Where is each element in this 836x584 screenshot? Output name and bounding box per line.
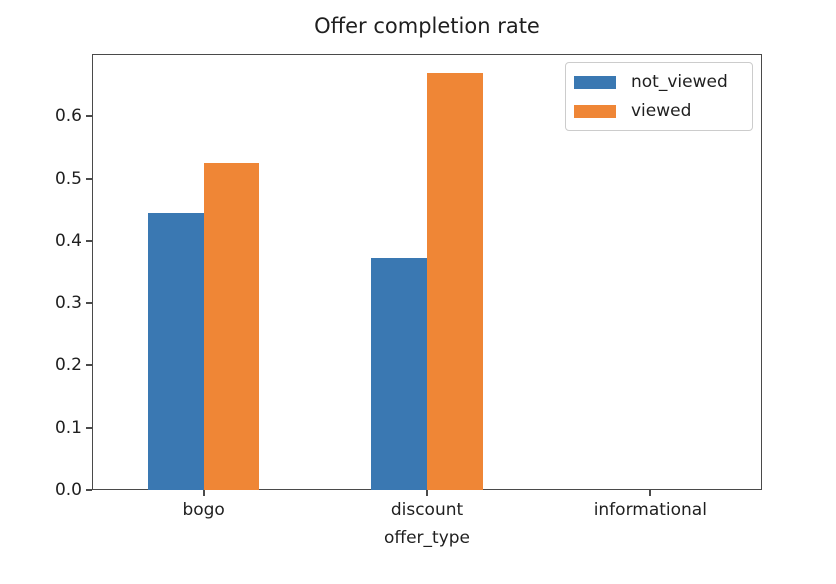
bar-not_viewed-bogo [147,212,204,490]
bar-viewed-discount [427,72,483,490]
y-tick-label: 0.0 [54,480,82,500]
y-tick-mark [86,364,92,367]
y-tick-label: 0.2 [54,355,82,376]
bar-viewed-bogo [203,163,260,490]
y-tick-mark [86,426,92,429]
y-tick-label: 0.3 [54,293,82,314]
y-tick-label: 0.5 [54,168,82,189]
legend-label: viewed [631,101,692,121]
y-tick-mark [86,489,92,491]
y-tick-mark [86,239,92,242]
x-tick-label: informational [593,500,707,520]
legend-swatch-not_viewed [574,75,616,89]
y-tick-label: 0.4 [54,230,82,251]
x-tick-mark [426,490,428,496]
chart-title: Offer completion rate [314,14,540,38]
y-tick-mark [86,177,92,180]
y-tick-mark [86,115,92,118]
legend-label: not_viewed [631,72,728,92]
x-tick-mark [649,490,652,496]
y-tick-label: 0.6 [54,106,82,127]
x-tick-label: bogo [182,500,225,520]
legend-swatch-viewed [574,104,616,118]
legend-item-not_viewed: not_viewed [574,69,744,95]
y-tick-mark [86,302,92,305]
bar-not_viewed-discount [371,257,427,490]
x-axis-label: offer_type [383,528,471,548]
x-tick-label: discount [390,500,464,520]
x-tick-mark [202,490,205,496]
legend-item-viewed: viewed [574,98,744,124]
y-tick-label: 0.1 [54,417,82,438]
